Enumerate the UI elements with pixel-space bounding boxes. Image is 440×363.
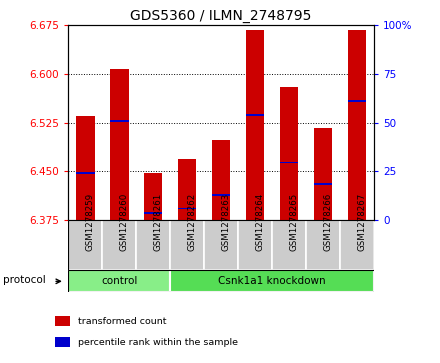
Bar [76, 116, 95, 220]
Bar [144, 173, 162, 220]
Bar [246, 114, 264, 115]
Bar [178, 159, 197, 220]
Bar [340, 220, 374, 270]
Text: transformed count: transformed count [78, 317, 166, 326]
Bar [55, 337, 70, 347]
Bar [212, 140, 231, 220]
Bar [280, 87, 298, 220]
Text: GSM1278259: GSM1278259 [85, 193, 94, 251]
Bar [238, 220, 272, 270]
Bar [144, 212, 162, 214]
Bar [68, 220, 102, 270]
Bar [110, 69, 128, 220]
Text: Csnk1a1 knockdown: Csnk1a1 knockdown [218, 276, 326, 286]
Bar [110, 121, 128, 122]
Text: GSM1278266: GSM1278266 [323, 192, 332, 251]
Bar [178, 208, 197, 209]
Bar [55, 316, 70, 326]
Bar [314, 129, 332, 220]
Bar [76, 172, 95, 174]
Bar [170, 270, 374, 292]
Bar [170, 220, 204, 270]
Text: GSM1278263: GSM1278263 [221, 192, 230, 251]
Bar [314, 183, 332, 185]
Text: GSM1278260: GSM1278260 [119, 192, 128, 251]
Text: GSM1278267: GSM1278267 [357, 192, 366, 251]
Bar [68, 270, 170, 292]
Text: GSM1278264: GSM1278264 [255, 192, 264, 251]
Text: protocol: protocol [4, 275, 46, 285]
Bar [348, 100, 367, 102]
Bar [348, 30, 367, 220]
Bar [204, 220, 238, 270]
Text: GSM1278261: GSM1278261 [153, 192, 162, 251]
Text: control: control [101, 276, 137, 286]
Bar [102, 220, 136, 270]
Title: GDS5360 / ILMN_2748795: GDS5360 / ILMN_2748795 [130, 9, 312, 23]
Text: percentile rank within the sample: percentile rank within the sample [78, 338, 238, 347]
Text: GSM1278262: GSM1278262 [187, 192, 196, 251]
Bar [280, 162, 298, 163]
Bar [306, 220, 340, 270]
Bar [272, 220, 306, 270]
Bar [136, 220, 170, 270]
Text: GSM1278265: GSM1278265 [289, 192, 298, 251]
Bar [212, 194, 231, 196]
Bar [246, 30, 264, 220]
